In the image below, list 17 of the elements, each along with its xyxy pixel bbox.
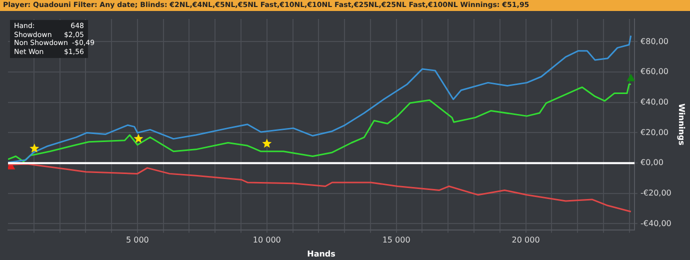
x-tick-label: 15 000 [382,236,410,245]
y-tick-label: -€20,00 [640,188,672,198]
y-tick-label: €40,00 [640,97,669,106]
point [262,138,272,148]
y-axis-title: Winnings [677,103,686,146]
point [626,74,635,82]
y-tick-label: -€40,00 [640,218,672,228]
x-tick-label: 10 000 [252,236,281,245]
point [30,144,40,153]
x-axis-title: Hands [307,249,336,258]
point [134,134,144,143]
x-tick-label: 5 000 [126,236,149,245]
y-tick-label: €20,00 [640,128,669,137]
y-tick-label: €80,00 [640,36,669,46]
y-tick-label: €60,00 [640,67,669,76]
x-tick-label: 20 000 [512,236,540,245]
y-tick-label: €0,00 [640,158,664,168]
